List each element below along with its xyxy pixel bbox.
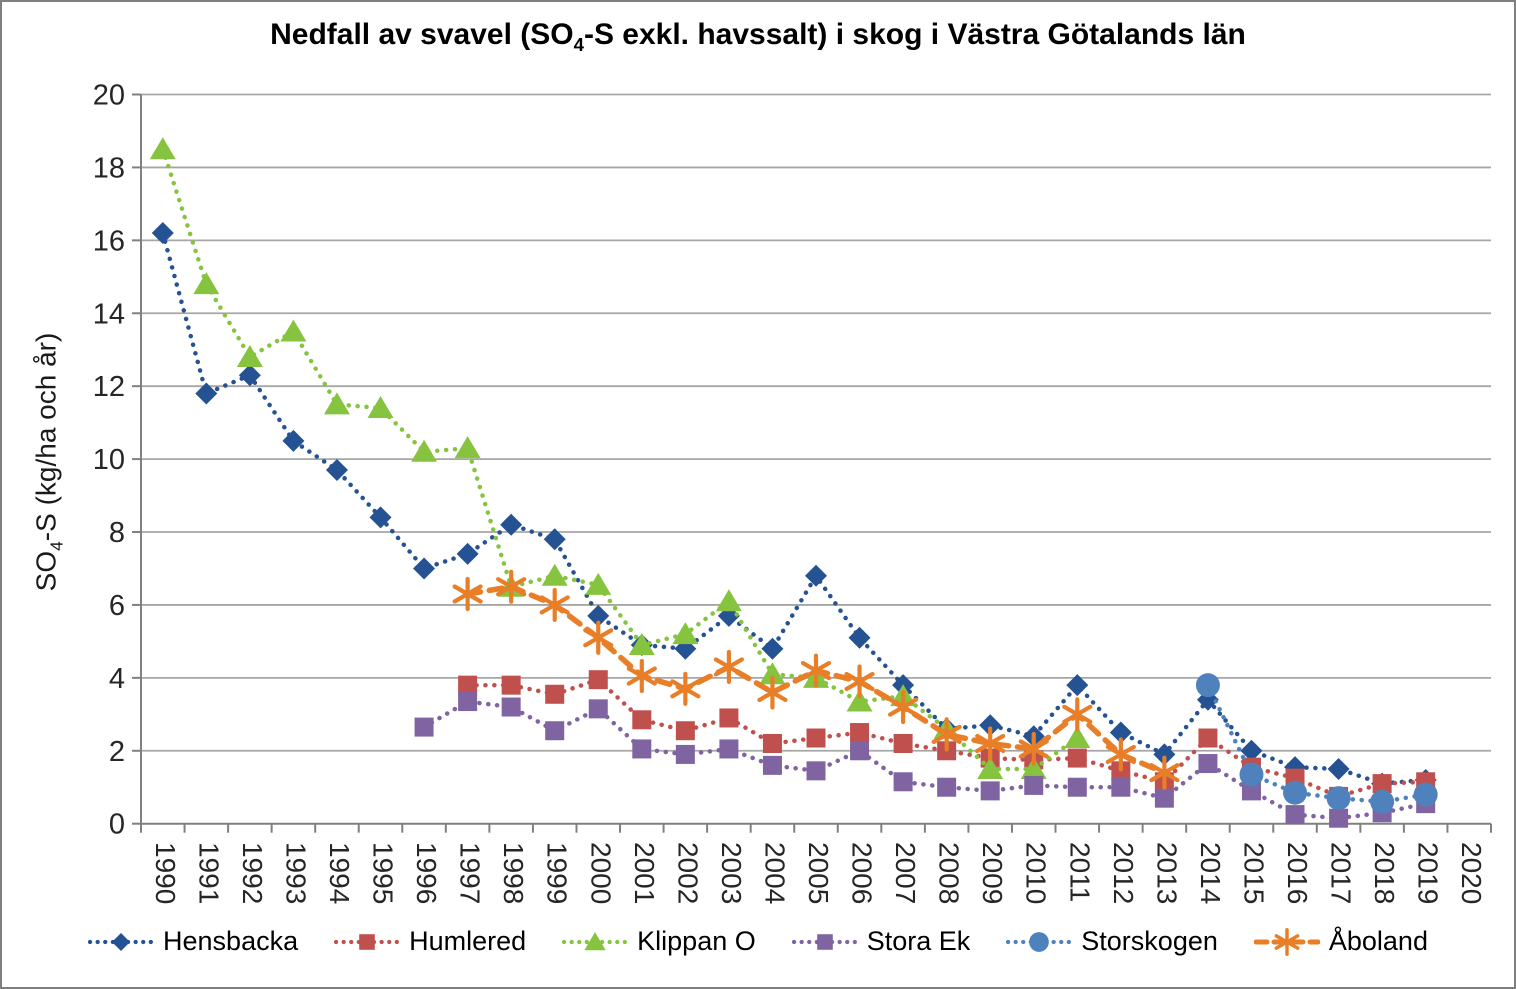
svg-text:2006: 2006 — [847, 842, 878, 904]
chart-title-subscript: 4 — [573, 34, 584, 55]
chart-title-text: Nedfall av svavel (SO — [270, 18, 574, 51]
chart-title: Nedfall av svavel (SO4-S exkl. havssalt)… — [2, 18, 1514, 56]
legend-label: Humlered — [409, 926, 527, 956]
svg-text:2000: 2000 — [585, 842, 616, 904]
svg-text:1999: 1999 — [542, 842, 573, 904]
svg-text:2003: 2003 — [716, 842, 747, 904]
svg-text:2011: 2011 — [1064, 842, 1095, 902]
legend-marker-triangle-icon — [562, 931, 629, 950]
legend-label: Hensbacka — [163, 926, 299, 956]
legend-marker-diamond-icon — [88, 932, 155, 951]
svg-text:2013: 2013 — [1151, 842, 1182, 904]
chart-title-text-end: -S exkl. havssalt) i skog i Västra Götal… — [583, 18, 1246, 51]
legend-marker-square-icon — [334, 933, 401, 950]
svg-text:12: 12 — [93, 371, 125, 403]
svg-text:2016: 2016 — [1282, 842, 1313, 904]
svg-text:1993: 1993 — [280, 842, 311, 904]
legend-item-klippan-o: Klippan O — [562, 926, 756, 957]
legend-item-stora-ek: Stora Ek — [791, 926, 971, 957]
svg-text:2004: 2004 — [759, 842, 790, 904]
svg-text:1992: 1992 — [237, 842, 268, 904]
legend-item-hensbacka: Hensbacka — [88, 926, 298, 957]
svg-text:2015: 2015 — [1238, 842, 1269, 904]
svg-text:8: 8 — [109, 517, 125, 549]
svg-text:20: 20 — [93, 80, 125, 112]
svg-text:2020: 2020 — [1456, 842, 1487, 904]
svg-text:0: 0 — [109, 809, 125, 841]
legend-marker-asterisk-icon — [1253, 927, 1320, 956]
legend-label: Klippan O — [637, 926, 756, 956]
svg-text:1994: 1994 — [324, 842, 355, 904]
svg-text:1997: 1997 — [455, 842, 486, 904]
svg-text:2008: 2008 — [934, 842, 965, 904]
svg-text:2005: 2005 — [803, 842, 834, 904]
legend-marker-circle-icon — [1006, 931, 1073, 952]
svg-text:18: 18 — [93, 152, 125, 184]
svg-text:2001: 2001 — [629, 842, 660, 904]
svg-text:2019: 2019 — [1413, 842, 1444, 904]
svg-text:2017: 2017 — [1326, 842, 1357, 904]
legend-item-åboland: Åboland — [1253, 926, 1428, 957]
svg-text:2007: 2007 — [890, 842, 921, 904]
svg-text:1996: 1996 — [411, 842, 442, 904]
svg-text:1990: 1990 — [150, 842, 181, 904]
legend-item-storskogen: Storskogen — [1006, 926, 1218, 957]
svg-text:1995: 1995 — [368, 842, 399, 904]
legend-marker-square-icon — [791, 933, 858, 950]
legend: Hensbacka Humlered Klippan O Stora Ek Storsk… — [2, 926, 1514, 957]
svg-text:2: 2 — [109, 736, 125, 768]
svg-text:2002: 2002 — [672, 842, 703, 904]
svg-text:4: 4 — [109, 663, 125, 695]
legend-label: Stora Ek — [866, 926, 971, 956]
legend-item-humlered: Humlered — [334, 926, 526, 957]
svg-text:16: 16 — [93, 225, 125, 257]
svg-text:1991: 1991 — [193, 842, 224, 904]
legend-label: Åboland — [1328, 926, 1428, 956]
svg-text:10: 10 — [93, 444, 125, 476]
legend-label: Storskogen — [1081, 926, 1218, 956]
svg-text:2010: 2010 — [1021, 842, 1052, 904]
svg-text:6: 6 — [109, 590, 125, 622]
svg-text:2014: 2014 — [1195, 842, 1226, 904]
svg-text:14: 14 — [93, 298, 125, 330]
svg-text:1998: 1998 — [498, 842, 529, 904]
svg-text:2018: 2018 — [1369, 842, 1400, 904]
svg-text:2012: 2012 — [1108, 842, 1139, 904]
svg-text:2009: 2009 — [977, 842, 1008, 904]
